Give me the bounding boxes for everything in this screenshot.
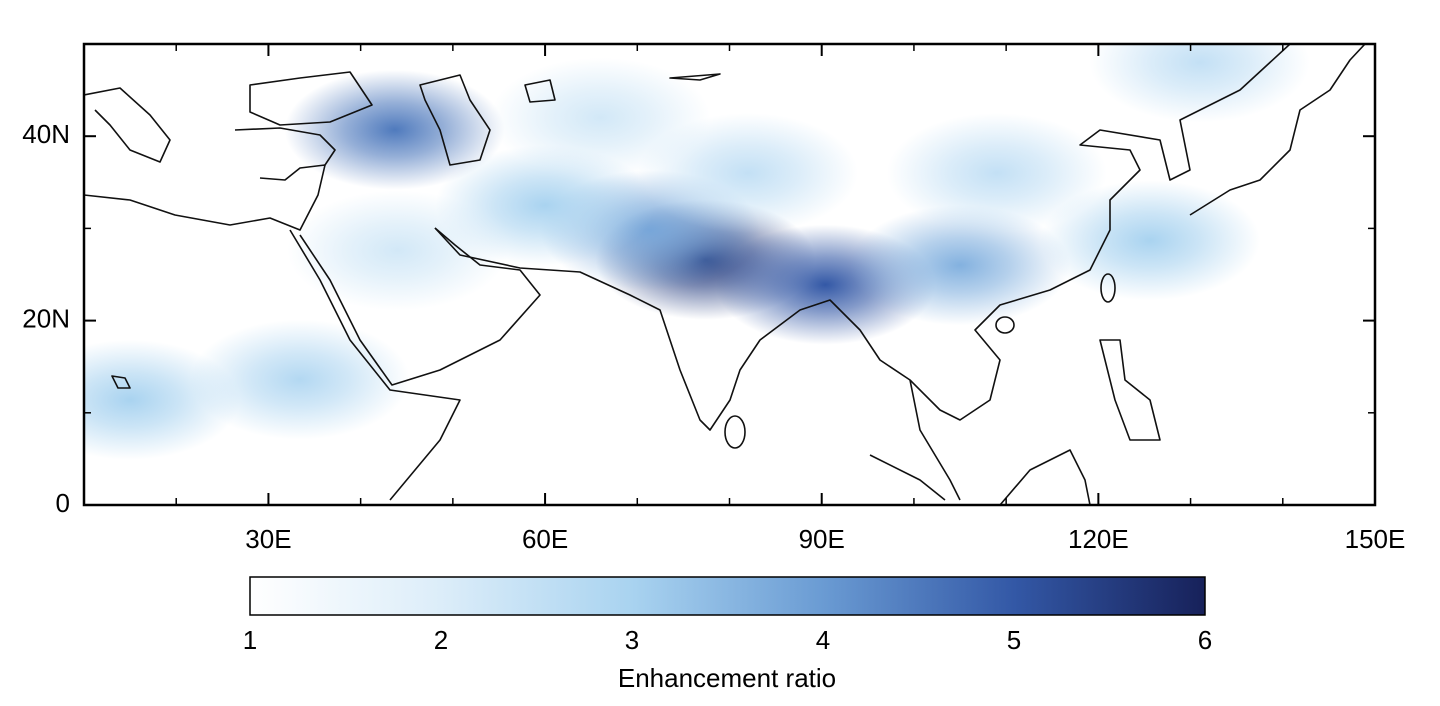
hotspot — [490, 57, 711, 178]
coastline — [999, 449, 1091, 505]
x-tick-label: 60E — [522, 524, 568, 554]
coastline — [869, 454, 946, 501]
x-tick-label: 90E — [799, 524, 845, 554]
coastline — [111, 375, 131, 389]
island — [1100, 273, 1116, 303]
coastline — [234, 127, 336, 166]
y-tick-label: 0 — [56, 488, 70, 518]
island — [724, 415, 746, 449]
axes: 30E 60E 90E 120E 150E 0 20N 40N 1 2 3 4 5 6 — [22, 44, 1405, 655]
coastline — [909, 379, 961, 501]
field — [84, 44, 1310, 460]
coastline — [524, 79, 556, 103]
colorbar-tick-label: 4 — [816, 625, 830, 655]
coastline — [84, 87, 171, 163]
coastline — [669, 73, 721, 81]
hotspot — [1039, 180, 1260, 301]
coastline — [434, 44, 1291, 431]
y-tick-label: 20N — [22, 303, 70, 333]
colorbar-tick-label: 2 — [434, 625, 448, 655]
coastline — [419, 74, 491, 166]
y-tick-label: 40N — [22, 119, 70, 149]
hotspot — [284, 69, 505, 190]
hotspot — [189, 319, 410, 440]
colorbar-tick-label: 3 — [625, 625, 639, 655]
coastline — [1189, 44, 1366, 216]
hotspot — [886, 113, 1107, 234]
coastline — [249, 71, 373, 126]
x-tick-label: 150E — [1345, 524, 1406, 554]
colorbar — [249, 576, 1206, 616]
colorbar-tick-label: 5 — [1007, 625, 1021, 655]
hotspot — [1089, 44, 1310, 123]
hotspot — [850, 205, 1071, 326]
colorbar-tick-label: 1 — [243, 625, 257, 655]
coastline — [84, 164, 326, 231]
island — [995, 316, 1015, 334]
coastline — [1099, 339, 1161, 441]
x-tick-label: 30E — [245, 524, 291, 554]
colorbar-tick-label: 6 — [1198, 625, 1212, 655]
colorbar-label: Enhancement ratio — [618, 663, 836, 693]
hotspot — [287, 190, 508, 311]
x-tick-label: 120E — [1068, 524, 1129, 554]
coastline — [289, 229, 461, 501]
coastlines — [84, 44, 1366, 505]
